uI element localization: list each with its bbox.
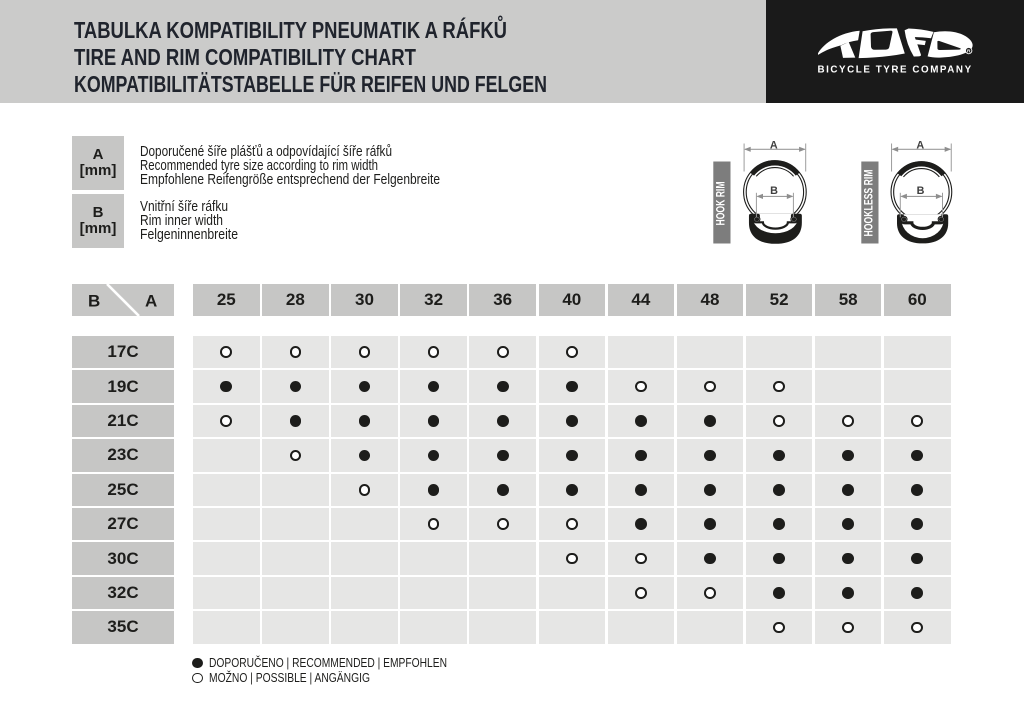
svg-text:A: A [916,139,924,151]
svg-text:HOOK RIM: HOOK RIM [714,182,728,226]
svg-text:B: B [917,185,925,197]
svg-text:HOOKLESS RIM: HOOKLESS RIM [862,169,876,236]
svg-text:A: A [770,139,778,151]
svg-text:R: R [967,49,971,55]
svg-text:B: B [88,292,100,311]
svg-text:B: B [770,185,778,197]
svg-text:BICYCLE TYRE COMPANY: BICYCLE TYRE COMPANY [818,65,974,76]
svg-text:A: A [145,292,157,311]
